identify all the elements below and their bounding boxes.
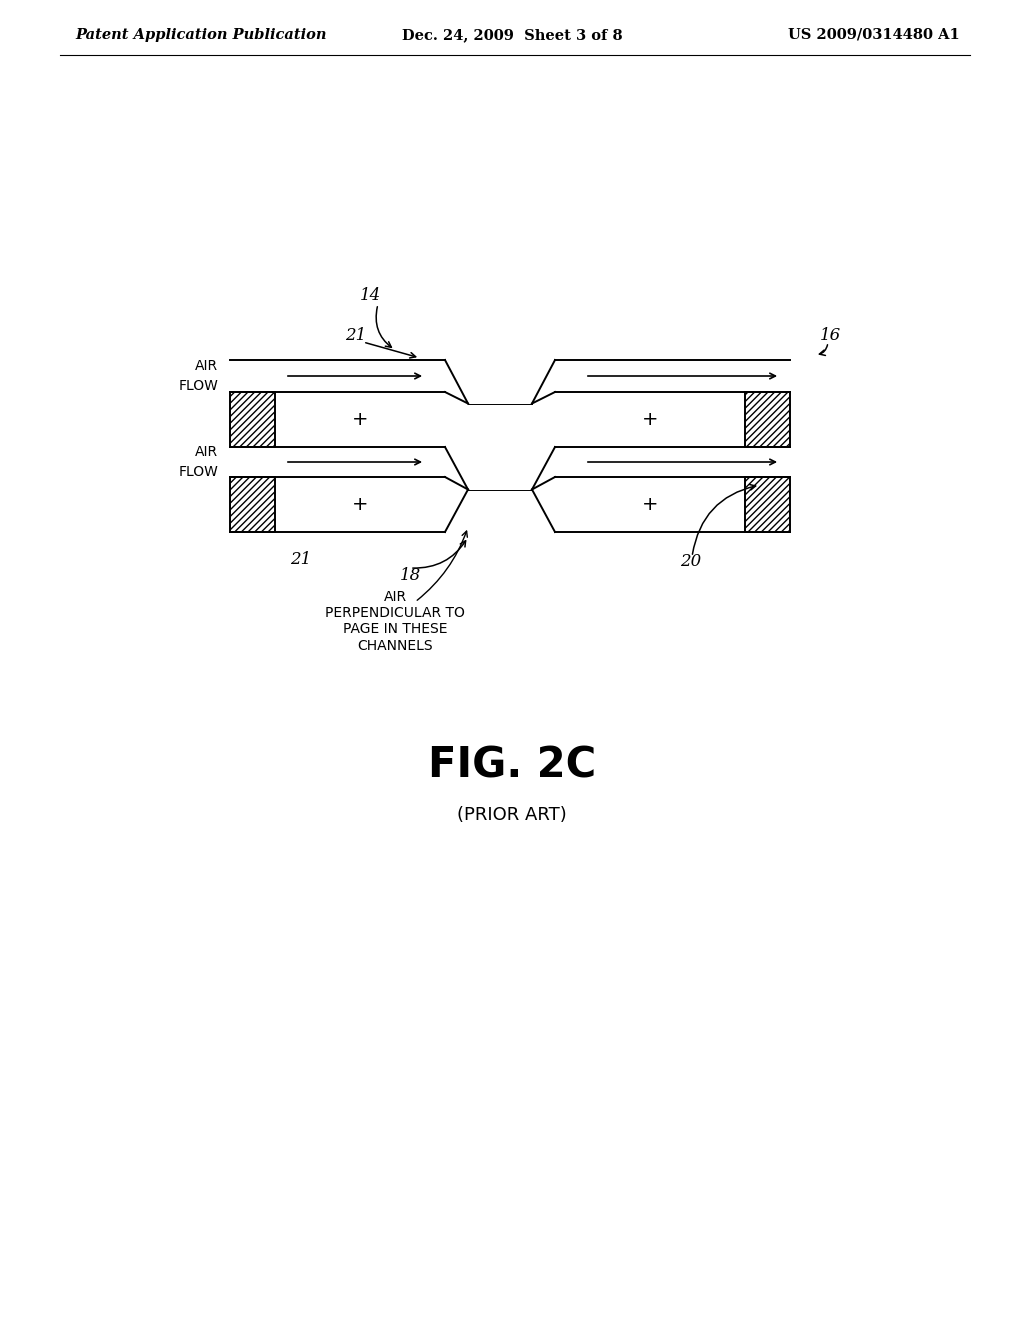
Text: FLOW: FLOW: [178, 379, 218, 393]
Text: +: +: [352, 495, 369, 513]
Text: 16: 16: [820, 326, 842, 343]
Text: (PRIOR ART): (PRIOR ART): [457, 807, 567, 824]
Text: FIG. 2C: FIG. 2C: [428, 744, 596, 785]
Text: 21: 21: [290, 552, 311, 569]
Text: 18: 18: [400, 566, 421, 583]
Text: 21: 21: [345, 326, 367, 343]
Bar: [230, 392, 275, 447]
Text: FLOW: FLOW: [178, 465, 218, 479]
Text: Patent Application Publication: Patent Application Publication: [75, 28, 327, 42]
Text: +: +: [642, 411, 658, 429]
Bar: [745, 392, 790, 447]
Text: Dec. 24, 2009  Sheet 3 of 8: Dec. 24, 2009 Sheet 3 of 8: [401, 28, 623, 42]
Bar: [230, 477, 275, 532]
Text: 14: 14: [360, 286, 381, 304]
Text: +: +: [642, 495, 658, 513]
Text: US 2009/0314480 A1: US 2009/0314480 A1: [788, 28, 961, 42]
Bar: [745, 477, 790, 532]
Text: 20: 20: [680, 553, 701, 570]
Text: AIR: AIR: [195, 445, 218, 459]
Text: AIR: AIR: [195, 359, 218, 374]
Text: AIR
PERPENDICULAR TO
PAGE IN THESE
CHANNELS: AIR PERPENDICULAR TO PAGE IN THESE CHANN…: [325, 590, 465, 652]
Text: +: +: [352, 411, 369, 429]
